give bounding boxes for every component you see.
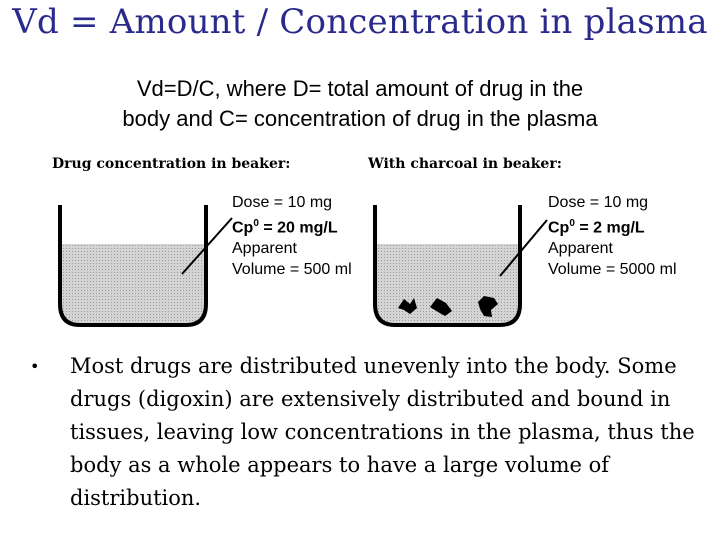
beaker-illustration xyxy=(58,205,548,327)
bullet-point: • Most drugs are distributed unevenly in… xyxy=(30,350,700,515)
left-apparent: Apparent xyxy=(232,240,297,258)
slide-title: Vd = Amount / Concentration in plasma xyxy=(12,2,708,42)
left-beaker-wall xyxy=(58,205,208,327)
bullet-text: Most drugs are distributed unevenly into… xyxy=(70,354,695,510)
charcoal-particle-2 xyxy=(430,298,452,316)
left-dose: Dose = 10 mg xyxy=(232,194,333,211)
left-beaker xyxy=(58,205,233,327)
right-beaker-wall xyxy=(373,205,522,327)
right-apparent: Apparent xyxy=(548,240,613,258)
charcoal-particle-1 xyxy=(398,298,417,314)
right-cp0: Cp0 = 2 mg/L xyxy=(548,218,645,237)
subtitle-line-1: Vd=D/C, where D= total amount of drug in… xyxy=(136,76,584,101)
left-beaker-annotation: Dose = 10 mg Cp0 = 20 mg/L Apparent Volu… xyxy=(232,192,352,280)
left-beaker-liquid xyxy=(60,244,206,325)
right-volume: Volume = 5000 ml xyxy=(548,261,677,279)
right-dose: Dose = 10 mg xyxy=(548,194,649,211)
right-beaker-label: With charcoal in beaker: xyxy=(368,156,562,172)
left-volume: Volume = 500 ml xyxy=(232,261,352,279)
slide-subtitle: Vd=D/C, where D= total amount of drug in… xyxy=(0,74,720,134)
left-cp0: Cp0 = 20 mg/L xyxy=(232,218,338,237)
right-beaker-annotation: Dose = 10 mg Cp0 = 2 mg/L Apparent Volum… xyxy=(548,192,677,280)
left-beaker-label: Drug concentration in beaker: xyxy=(52,156,291,172)
left-pointer-line xyxy=(181,217,233,275)
bullet-symbol: • xyxy=(30,357,40,376)
right-pointer-line xyxy=(499,219,548,277)
right-beaker xyxy=(373,205,548,327)
subtitle-line-2: body and C= concentration of drug in the… xyxy=(122,106,598,131)
charcoal-particle-3 xyxy=(478,296,498,317)
